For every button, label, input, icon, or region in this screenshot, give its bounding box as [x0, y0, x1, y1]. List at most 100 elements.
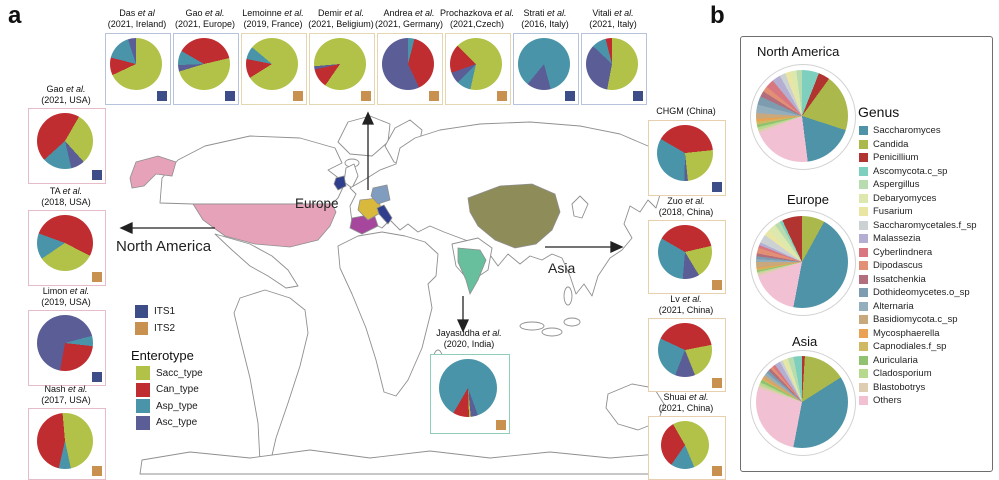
map-canada: [159, 135, 346, 205]
its2-marker: [497, 91, 507, 101]
study-label-strati-2016-italy: Strati et al. (2016, Italy): [521, 8, 569, 29]
genus-legend-item: Issatchenkia: [859, 274, 926, 285]
its2-marker: [92, 466, 102, 476]
genus-legend-item: Debaryomyces: [859, 193, 936, 204]
study-pie-chart-jayasudha-2020-india: [439, 359, 497, 417]
genus-label: Candida: [873, 138, 909, 150]
region-title-north-america: North America: [757, 44, 840, 59]
genus-swatch: [859, 328, 868, 338]
region-title-europe: Europe: [787, 192, 829, 207]
genus-legend-item: Penicillium: [859, 152, 918, 163]
study-pie-chart-zuo-2018-china: [658, 225, 712, 279]
genus-label: Dipodascus: [873, 260, 923, 271]
genus-label: Penicillium: [873, 152, 919, 163]
enterotype-legend-item-label: Sacc_type: [156, 367, 203, 379]
map-india: [457, 247, 487, 296]
study-label-jayasudha-2020-india: Jayasudha et al. (2020, India): [436, 328, 502, 349]
study-label-limon-2019-usa: Limon et al. (2019, USA): [41, 286, 91, 307]
panel-a-label: a: [8, 2, 22, 29]
study-pie-chart-andrea-2021-germany: [382, 38, 434, 90]
study-label-gao-2021-usa: Gao et al. (2021, USA): [41, 84, 91, 105]
study-label-demir-2021-beligium: Demir et al. (2021, Beligium): [308, 8, 374, 29]
genus-label: Issatchenkia: [873, 273, 926, 285]
genus-swatch: [859, 207, 868, 216]
genus-legend-item: Aspergillus: [859, 179, 919, 190]
genus-label: Aspergillus: [873, 179, 920, 190]
genus-swatch: [859, 247, 868, 257]
enterotype-legend-item-swatch: [136, 366, 150, 380]
genus-label: Others: [873, 395, 902, 406]
map-label-asia: Asia: [548, 260, 576, 276]
study-pie-chart-shuai-2021-china: [661, 421, 709, 469]
genus-label: Blastobotrys: [873, 381, 926, 393]
study-label-lv-2021-china: Lv et al. (2021, China): [658, 294, 714, 315]
study-pie-gao-2021-usa: [28, 108, 106, 184]
genus-swatch: [859, 193, 868, 203]
genus-legend-item: Fusarium: [859, 206, 913, 217]
region-pie-asia: [756, 356, 848, 448]
map-italy: [376, 204, 393, 225]
genus-legend-item: Basidiomycota.c_sp: [859, 314, 957, 325]
genus-legend-item: Saccharomyces: [859, 125, 941, 136]
study-pie-chart-lemoinne-2019-france: [246, 38, 298, 90]
enterotype-legend-item: Sacc_type: [136, 366, 203, 380]
study-pie-strati-2016-italy: [513, 33, 579, 105]
its-legend-item-label: ITS2: [154, 323, 176, 334]
genus-legend-item: Capnodiales.f_sp: [859, 341, 946, 352]
genus-swatch: [859, 315, 868, 324]
study-pie-chart-gao-2021-usa: [37, 113, 93, 169]
its1-marker: [92, 372, 102, 382]
genus-label: Saccharomycetales.f_sp: [873, 219, 977, 231]
genus-legend-item: Others: [859, 395, 902, 406]
map-philippines: [563, 286, 573, 306]
genus-label: Dothideomycetes.o_sp: [873, 287, 970, 298]
study-pie-ta-2018-usa: [28, 210, 106, 286]
study-pie-chart-prochazkova-2021-czech: [450, 38, 502, 90]
genus-swatch: [859, 261, 868, 270]
map-germany: [370, 184, 391, 205]
study-pie-vitali-2021-italy: [581, 33, 647, 105]
genus-swatch: [859, 153, 868, 162]
genus-swatch: [859, 396, 868, 405]
study-label-shuai-2021-china: Shuai et al. (2021, China): [658, 392, 714, 413]
genus-swatch: [859, 234, 868, 243]
region-title-asia: Asia: [792, 334, 818, 349]
study-pie-chart-lv-2021-china: [658, 323, 712, 377]
map-island-2: [541, 327, 563, 337]
map-label-north-america: North America: [116, 238, 212, 255]
study-label-lemoinne-2019-france: Lemoinne et al. (2019, France): [242, 8, 304, 29]
genus-legend-item: Cyberlindnera: [859, 247, 932, 258]
genus-swatch: [859, 382, 868, 392]
genus-label: Fusarium: [873, 206, 913, 217]
study-pie-chart-ta-2018-usa: [37, 215, 93, 271]
region-pie-north-america: [756, 70, 848, 162]
study-pie-chart-nash-2017-usa: [37, 413, 93, 469]
genus-label: Cladosporium: [873, 368, 932, 379]
genus-legend-item: Dothideomycetes.o_sp: [859, 287, 970, 298]
map-japan: [571, 195, 589, 219]
its1-marker: [633, 91, 643, 101]
map-alaska: [129, 155, 177, 189]
its2-marker: [712, 378, 722, 388]
genus-label: Debaryomyces: [873, 192, 937, 204]
study-pie-chart-gao-2021-europe: [178, 38, 230, 90]
its-legend-item-swatch: [135, 305, 148, 318]
genus-swatch: [859, 139, 868, 149]
genus-label: Mycosphaerella: [873, 327, 940, 339]
genus-legend-item: Saccharomycetales.f_sp: [859, 220, 977, 231]
its1-marker: [157, 91, 167, 101]
its1-marker: [225, 91, 235, 101]
study-label-gao-2021-europe: Gao et al. (2021, Europe): [174, 8, 236, 29]
genus-label: Malassezia: [873, 233, 921, 244]
enterotype-legend-item: Asc_type: [136, 415, 197, 430]
map-antarctica: [139, 449, 661, 475]
genus-legend-item: Alternaria: [859, 301, 914, 312]
study-pie-gao-2021-europe: [173, 33, 239, 105]
its-legend-item: ITS2: [135, 322, 175, 335]
study-pie-chart-chgm-china: [657, 125, 713, 181]
enterotype-legend-item: Can_type: [136, 382, 199, 397]
study-pie-chart-vitali-2021-italy: [586, 38, 638, 90]
study-pie-chart-demir-2021-beligium: [314, 38, 366, 90]
genus-swatch: [859, 166, 868, 176]
